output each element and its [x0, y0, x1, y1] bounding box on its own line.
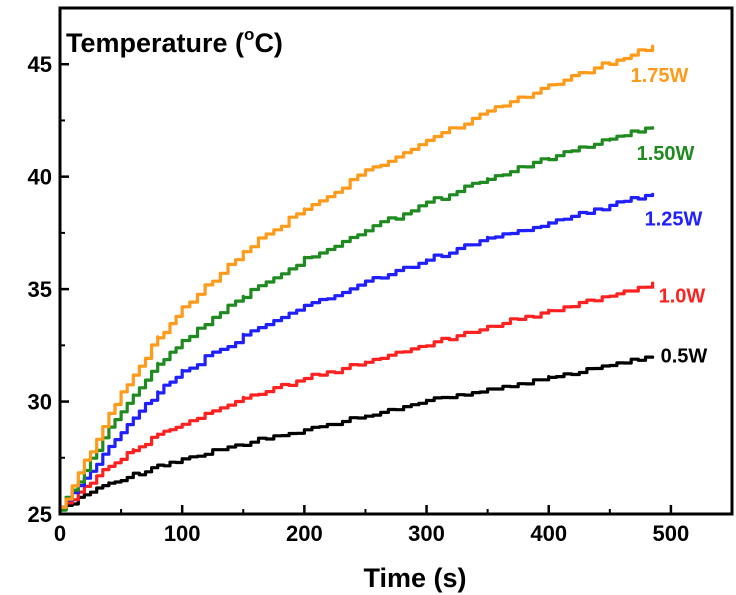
y-tick-label: 40	[28, 165, 52, 190]
x-tick-label: 200	[286, 521, 323, 546]
x-axis-title: Time (s)	[363, 563, 466, 593]
series-label-1-0W: 1.0W	[659, 285, 706, 307]
x-tick-label: 400	[530, 521, 567, 546]
y-tick-label: 25	[28, 502, 52, 527]
x-tick-label: 100	[164, 521, 201, 546]
series-line-1-75W	[58, 44, 655, 509]
series-line-0-5W	[58, 355, 655, 512]
chart-title: Temperature (oC)	[66, 25, 283, 58]
series-layer	[58, 44, 655, 512]
chart-title-suffix: C)	[254, 28, 283, 58]
series-label-1-25W: 1.25W	[645, 208, 703, 230]
series-label-layer: 0.5W 1.0W 1.25W 1.50W 1.75W	[631, 65, 708, 367]
chart-title-superscript: o	[244, 25, 254, 44]
x-tick-label: 300	[408, 521, 445, 546]
series-line-1-0W	[58, 281, 655, 510]
x-tick-label: 500	[653, 521, 690, 546]
plot-frame	[58, 6, 734, 516]
y-tick-label: 30	[28, 390, 52, 415]
chart-title-prefix: Temperature (	[66, 28, 244, 58]
series-line-1-25W	[58, 192, 655, 509]
y-tick-label: 45	[28, 52, 52, 77]
series-label-1-50W: 1.50W	[637, 143, 695, 165]
x-tick-label: 0	[54, 521, 66, 546]
series-line-1-50W	[58, 126, 655, 512]
y-tick-label: 35	[28, 277, 52, 302]
tick-layer: 0 100 200 300 400 500 25 30 35 40 45	[28, 52, 690, 546]
series-label-1-75W: 1.75W	[631, 65, 689, 87]
series-label-0-5W: 0.5W	[661, 345, 708, 367]
